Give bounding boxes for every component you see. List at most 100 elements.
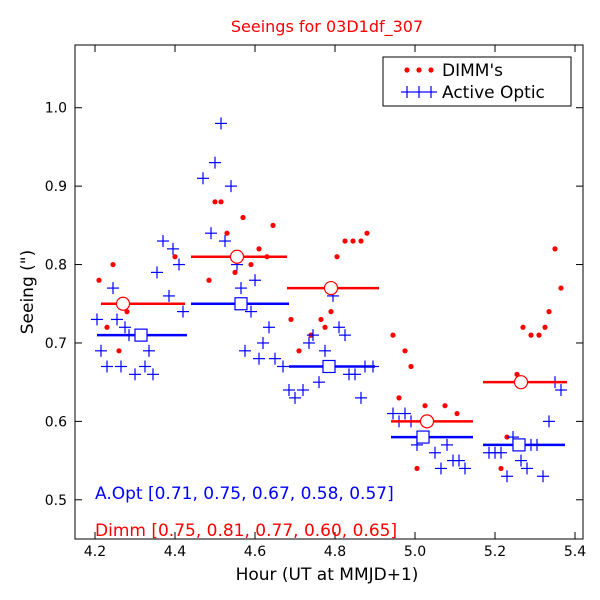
aopt-point-34 [283,384,295,397]
aopt-point-57 [435,462,447,475]
aopt-point-28 [249,274,261,287]
dimm-point-25 [358,238,364,244]
x-tick-label-5: 5.2 [484,544,506,560]
aopt-point-0 [91,313,103,326]
aopt-point-43 [339,329,351,342]
aopt-point-6 [119,321,131,334]
aopt-point-38 [307,329,319,342]
x-axis-label: Hour (UT at MMJD+1) [236,565,419,585]
aopt-bin-marker-4 [512,438,526,452]
aopt-point-2 [101,360,113,373]
dimm-point-44 [552,246,558,252]
aopt-point-49 [387,407,399,420]
aopt-point-30 [257,336,269,349]
aopt-point-74 [555,384,567,397]
dimm-point-2 [110,261,116,268]
y-tick-label-3: 0.8 [45,258,67,274]
aopt-point-60 [453,454,465,467]
dimm-point-10 [232,269,238,275]
dimm-point-20 [322,324,328,330]
dimm-point-1 [104,324,110,330]
legend-dimm-label: DIMM's [442,61,503,81]
dimm-point-26 [364,230,370,236]
aopt-point-5 [115,360,127,373]
aopt-bin-marker-0 [134,328,148,342]
dimm-bin-marker-4 [513,375,529,390]
y-axis-label: Seeing (") [18,250,38,335]
x-tick-label-3: 4.8 [324,544,346,560]
x-tick-label-6: 5.4 [564,544,586,560]
legend-dimm-dot-2 [428,67,434,73]
dimm-point-39 [520,324,526,330]
legend-dimm-dot-0 [404,67,410,73]
aopt-bin-marker-2 [322,359,336,374]
aopt-bin-marker-1 [234,297,248,311]
dimm-point-30 [408,363,414,370]
dimm-bin-marker-1 [229,249,245,264]
dimm-point-41 [536,332,542,338]
aopt-point-65 [501,470,513,483]
legend-aopt-label: Active Optic [442,83,545,103]
dimm-point-22 [334,254,340,260]
aopt-point-29 [253,352,265,365]
plot-frame [74,44,584,540]
dimm-point-11 [240,214,246,221]
dimm-point-8 [218,199,224,205]
aopt-point-51 [399,407,411,420]
dimm-point-43 [546,309,552,315]
aopt-point-14 [163,289,175,302]
aopt-point-1 [95,344,107,357]
y-axis-ticks: 0.5 0.6 0.7 0.8 0.9 1.0 [45,101,583,509]
aopt-point-45 [349,368,361,381]
aopt-point-35 [289,391,301,404]
dimm-point-19 [318,316,324,323]
legend-dimm-dot-1 [416,67,422,73]
y-tick-label-2: 0.7 [45,336,67,352]
aopt-point-42 [333,321,345,334]
dimm-point-40 [528,332,534,338]
aopt-point-18 [197,172,209,185]
legend: DIMM's Active Optic [382,56,572,107]
aopt-point-26 [239,344,251,357]
aopt-point-8 [129,368,141,381]
dimm-point-17 [296,348,302,354]
dimm-point-29 [402,348,408,354]
aopt-point-68 [521,462,533,475]
x-tick-label-0: 4.2 [84,544,106,560]
aopt-point-46 [355,391,367,404]
dimm-point-21 [328,309,334,315]
dimm-point-16 [288,316,294,323]
legend-aopt-marker [401,86,437,98]
dimm-bin-marker-0 [115,296,131,311]
x-tick-label-2: 4.6 [244,544,266,560]
dimm-point-12 [248,261,254,268]
dimm-point-15 [270,222,276,228]
aopt-bin-marker-3 [416,430,430,444]
legend-aopt-plus-0 [401,86,413,98]
dimm-point-28 [396,395,402,401]
y-tick-label-1: 0.6 [45,414,67,430]
dimm-point-34 [442,403,448,409]
aopt-point-9 [139,360,151,373]
dimm-point-24 [350,238,356,244]
dimm-point-7 [212,199,218,205]
dimm-summary-text: Dimm [0.75, 0.81, 0.77, 0.60, 0.65] [95,521,397,541]
aopt-point-16 [173,258,185,271]
aopt-point-13 [157,235,169,248]
plot-marks [91,117,567,483]
aopt-point-36 [297,384,309,397]
x-tick-label-4: 5.0 [404,544,426,560]
dimm-point-9 [224,230,230,236]
aopt-point-27 [245,305,257,318]
aopt-point-21 [215,117,227,130]
aopt-point-4 [111,313,123,326]
dimm-point-6 [206,277,212,283]
aopt-point-40 [319,344,331,357]
aopt-point-19 [205,227,217,240]
aopt-summary-text: A.Opt [0.71, 0.75, 0.67, 0.58, 0.57] [95,484,394,504]
dimm-point-36 [498,465,504,472]
aopt-point-25 [235,282,247,295]
aopt-point-33 [277,360,289,373]
y-tick-label-4: 0.9 [45,179,67,195]
